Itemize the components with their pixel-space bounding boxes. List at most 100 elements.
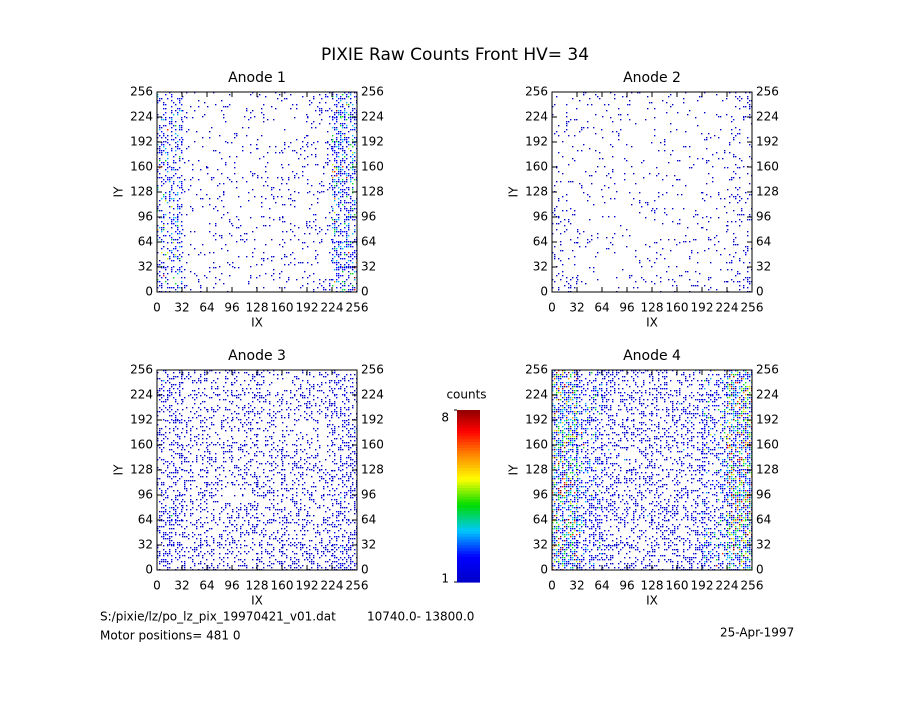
heatmap-cell — [552, 520, 578, 546]
pixel-hits — [602, 196, 616, 218]
heatmap-cell — [186, 194, 208, 216]
pixel-hits — [332, 470, 358, 496]
heatmap-cell — [729, 142, 753, 168]
heatmap-cell — [282, 495, 308, 521]
pixel-hits — [552, 470, 578, 496]
pixel-hits — [552, 545, 578, 571]
pixel-hits — [577, 403, 603, 421]
y-tick-label: 256 — [525, 363, 548, 377]
heatmap-cell — [704, 269, 728, 291]
heatmap-cell — [307, 167, 333, 193]
pixel-hits — [265, 549, 267, 551]
colorbar-step — [457, 501, 480, 506]
pixel-hits — [552, 449, 578, 471]
pixel-hits — [157, 545, 183, 571]
pixel-hits — [652, 445, 678, 471]
pixel-hits — [336, 169, 338, 171]
heatmap-cell — [652, 370, 678, 396]
pixel-hits — [627, 470, 653, 496]
pixel-hits — [737, 273, 739, 275]
pixel-hits — [577, 495, 603, 521]
pixel-hits — [157, 420, 183, 446]
pixel-hits — [731, 382, 739, 388]
pixel-hits — [702, 495, 726, 521]
pixel-hits — [602, 420, 628, 446]
pixel-hits — [257, 495, 283, 521]
colorbar-step — [457, 547, 480, 552]
heatmap-cell — [332, 242, 358, 268]
heatmap-cell — [307, 372, 333, 396]
pixel-hits — [332, 192, 358, 218]
pixel-hits — [207, 167, 233, 193]
heatmap-cell — [257, 92, 283, 116]
pixel-hits — [207, 470, 233, 496]
pixel-hits — [554, 501, 564, 505]
heatmap-cell — [332, 395, 358, 421]
pixel-hits — [257, 92, 283, 116]
pixel-hits — [307, 470, 333, 496]
heatmap-cell — [602, 545, 628, 571]
pixel-hits — [652, 520, 678, 546]
heatmap-cell — [232, 495, 258, 519]
pixel-hits — [332, 545, 358, 571]
x-axis-label: IX — [251, 316, 263, 330]
heatmap-cell — [207, 370, 233, 396]
y2-tick-label: 128 — [361, 185, 384, 199]
colorbar-label: counts — [446, 388, 486, 402]
heatmap-cell — [282, 242, 306, 266]
heatmap-cell — [332, 92, 358, 118]
y-axis-label: IY — [507, 186, 521, 198]
heatmap-cell — [157, 445, 183, 471]
y2-tick-label: 160 — [361, 438, 384, 452]
pixel-hits — [223, 509, 225, 511]
pixel-hits — [157, 267, 183, 293]
y-tick-label: 256 — [525, 85, 548, 99]
x-axis-label: IX — [646, 594, 658, 608]
pixel-hits — [552, 395, 578, 421]
pixel-hits — [679, 403, 681, 405]
pixel-hits — [232, 545, 258, 571]
colorbar-step — [457, 496, 480, 500]
pixel-hits — [587, 407, 591, 415]
pixel-hits — [681, 495, 701, 521]
pixel-hits — [157, 470, 181, 496]
pixel-hits — [177, 271, 183, 293]
pixel-hits — [652, 470, 678, 496]
y-tick-label: 256 — [130, 363, 153, 377]
colorbar-step — [457, 504, 480, 509]
pixel-hits — [727, 370, 753, 396]
colorbar-step — [457, 441, 480, 445]
y2-tick-label: 96 — [756, 488, 771, 502]
heatmap-cell — [282, 167, 304, 193]
y-tick-label: 32 — [533, 538, 548, 552]
heatmap-cell — [257, 520, 283, 546]
y-axis-label: IY — [112, 464, 126, 476]
pixel-hits — [332, 242, 358, 268]
heatmap-cell — [232, 470, 258, 496]
pixel-hits — [332, 445, 358, 471]
x-tick-label: 192 — [691, 579, 714, 593]
pixel-hits — [332, 267, 358, 293]
heatmap-cell — [552, 271, 578, 293]
pixel-hits — [332, 167, 358, 193]
colorbar-step — [457, 490, 480, 494]
pixel-hits — [307, 445, 333, 471]
panel-title: Anode 4 — [623, 348, 681, 364]
colorbar-step — [457, 530, 480, 534]
pixel-hits — [354, 267, 356, 279]
colorbar-step — [457, 521, 480, 526]
pixel-hits — [336, 110, 338, 112]
pixel-hits — [282, 495, 284, 497]
x-tick-label: 64 — [594, 579, 609, 593]
pixel-hits — [209, 217, 233, 241]
pixel-hits — [182, 420, 208, 446]
heatmap-cell — [602, 196, 616, 218]
heatmap-cell — [307, 395, 333, 421]
pixel-hits — [244, 92, 256, 118]
pixel-hits — [163, 225, 165, 227]
x-tick-label: 0 — [153, 579, 161, 593]
colorbar-step — [457, 410, 480, 414]
y-tick-label: 192 — [130, 135, 153, 149]
pixel-hits — [171, 515, 173, 517]
pixel-hits — [729, 524, 753, 546]
